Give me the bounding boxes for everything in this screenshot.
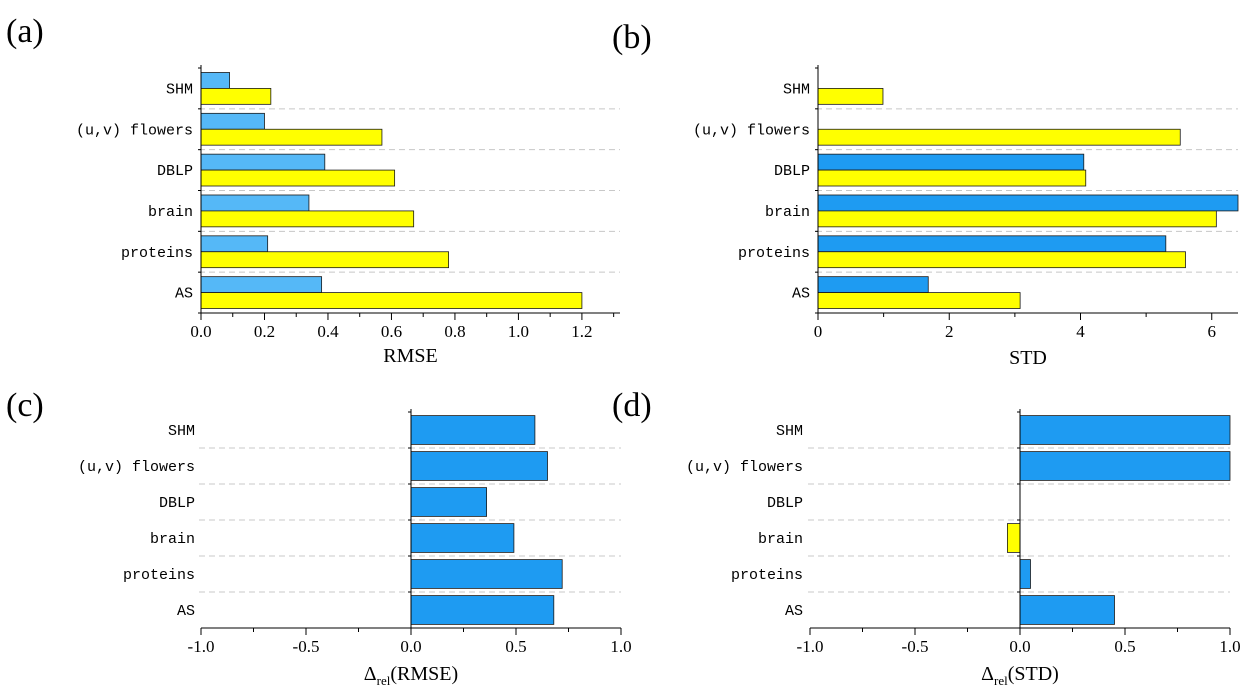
chart-panel-1: (a) SHM (u,v) flowers DBLP brain proteins AS 0.… (6, 13, 620, 367)
bar-brain-s1 (200, 194, 310, 212)
bar-shm-s2 (200, 88, 272, 105)
bar-shm-s2 (817, 88, 884, 105)
bar-brain (410, 523, 515, 553)
bar--u-v-flowers-s2 (200, 128, 383, 146)
panel-label: (c) (6, 387, 44, 424)
category-label: SHM (783, 81, 810, 98)
category-label: DBLP (157, 163, 193, 180)
chart-panel-2: (b) SHM (u,v) flowers DBLP brain proteins AS 0 2… (612, 19, 1239, 369)
x-tick-label: 1.0 (610, 637, 631, 656)
x-tick-label: 1.0 (508, 322, 529, 341)
chart-panel-3: (c) SHM (u,v) flowers DBLP brain proteins AS -1… (6, 387, 632, 688)
x-tick-label: 0.8 (444, 322, 465, 341)
x-tick-label: 1.0 (1219, 637, 1240, 656)
x-tick-label: -0.5 (293, 637, 320, 656)
bar-proteins-s2 (817, 251, 1186, 269)
bar-dblp-s2 (200, 169, 396, 187)
bar-proteins-s2 (200, 251, 449, 269)
x-tick-label: 4 (1076, 322, 1085, 341)
bar-as-s2 (817, 292, 1021, 309)
category-label: DBLP (774, 163, 810, 180)
category-label: SHM (166, 81, 193, 98)
category-label: proteins (123, 567, 195, 584)
bar-proteins-s1 (200, 235, 269, 253)
category-label: (u,v) flowers (78, 459, 195, 476)
x-axis-label: Δrel(RMSE) (364, 663, 458, 688)
x-tick-label: -1.0 (188, 637, 215, 656)
category-label: DBLP (159, 495, 195, 512)
bar-proteins (410, 559, 563, 589)
category-label: DBLP (767, 495, 803, 512)
bar-dblp-s2 (817, 169, 1087, 187)
category-label: proteins (738, 245, 810, 262)
panel-label: (d) (612, 387, 652, 424)
bar-brain (1007, 523, 1021, 553)
category-label: AS (785, 603, 803, 620)
chart-panel-4: (d) SHM (u,v) flowers DBLP brain proteins AS -1… (612, 387, 1241, 688)
category-label: brain (150, 531, 195, 548)
category-label: (u,v) flowers (76, 122, 193, 139)
x-axis-label: STD (1009, 347, 1047, 369)
category-label: AS (175, 286, 193, 303)
bar-as-s1 (200, 276, 323, 293)
category-label: brain (148, 204, 193, 221)
category-label: proteins (121, 245, 193, 262)
bar-dblp-s1 (200, 153, 326, 171)
bar-brain-s2 (200, 210, 415, 228)
bar-brain-s2 (817, 210, 1217, 228)
bar-proteins (1019, 559, 1031, 589)
x-tick-label: 6 (1208, 322, 1217, 341)
x-tick-label: 0.0 (190, 322, 211, 341)
bar-as-s2 (200, 292, 583, 309)
bar-shm (1019, 415, 1231, 445)
x-tick-label: 0 (814, 322, 823, 341)
x-tick-label: 2 (945, 322, 954, 341)
category-label: AS (177, 603, 195, 620)
bar-proteins-s1 (817, 235, 1167, 253)
category-label: (u,v) flowers (686, 459, 803, 476)
category-label: brain (758, 531, 803, 548)
x-axis-label: RMSE (383, 345, 437, 367)
bar-brain-s1 (817, 194, 1239, 212)
x-tick-label: 0.0 (1009, 637, 1030, 656)
x-tick-label: 1.2 (571, 322, 592, 341)
category-label: proteins (731, 567, 803, 584)
bar-dblp (410, 487, 487, 517)
bar--u-v-flowers (410, 451, 548, 481)
category-label: (u,v) flowers (693, 122, 810, 139)
x-tick-label: 0.0 (400, 637, 421, 656)
x-tick-label: 0.6 (381, 322, 402, 341)
category-label: AS (792, 286, 810, 303)
category-label: SHM (776, 423, 803, 440)
bar--u-v-flowers (1019, 451, 1231, 481)
panel-label: (a) (6, 13, 44, 50)
x-tick-label: 0.5 (1114, 637, 1135, 656)
panel-label: (b) (612, 19, 652, 56)
category-label: brain (765, 204, 810, 221)
x-tick-label: 0.4 (317, 322, 339, 341)
bar-shm (410, 415, 536, 445)
bar-as (410, 595, 555, 625)
x-tick-label: -1.0 (797, 637, 824, 656)
bar-as (1019, 595, 1115, 625)
category-label: SHM (168, 423, 195, 440)
bar--u-v-flowers-s1 (200, 112, 265, 130)
x-tick-label: -0.5 (902, 637, 929, 656)
bar-dblp-s1 (817, 153, 1085, 171)
x-tick-label: 0.5 (505, 637, 526, 656)
bar--u-v-flowers-s2 (817, 128, 1181, 146)
bar-shm-s1 (200, 72, 230, 89)
x-axis-label: Δrel(STD) (981, 663, 1059, 688)
bar-as-s1 (817, 276, 929, 293)
x-tick-label: 0.2 (254, 322, 275, 341)
